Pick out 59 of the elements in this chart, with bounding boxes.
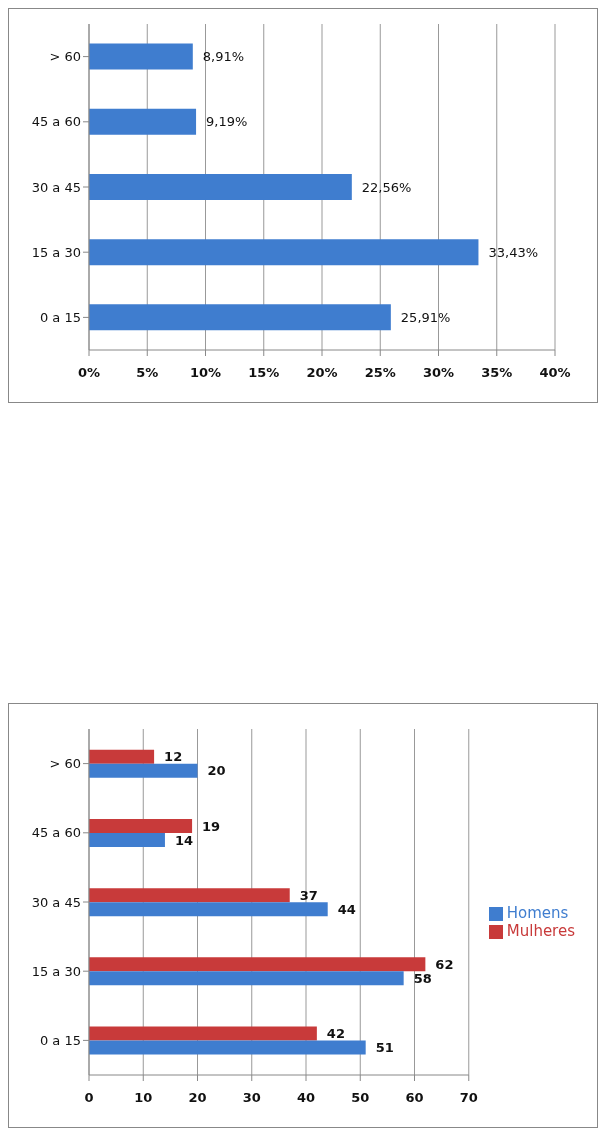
data-label: 33,43% [488,244,539,260]
bar [89,832,165,847]
y-tick-label: 30 a 45 [31,894,81,910]
x-tick-label: 40% [539,365,571,381]
bar [89,957,426,972]
y-tick-label: 15 a 30 [31,963,81,979]
bar [89,43,193,70]
bar [89,902,328,917]
y-tick-label: > 60 [49,49,81,65]
y-tick-label: 30 a 45 [31,179,81,195]
data-label: 51 [375,1040,394,1056]
data-label: 37 [299,887,318,903]
bar [89,818,193,833]
bar [89,971,404,986]
bar [89,304,391,331]
data-label: 19 [202,818,221,834]
bar [89,239,479,266]
bar [89,749,155,764]
data-label: 44 [337,901,356,917]
x-tick-label: 10% [189,365,222,381]
y-tick-label: > 60 [49,756,81,772]
data-label: 12 [164,749,183,765]
data-label: 14 [174,832,194,848]
x-tick-label: 5% [136,365,159,381]
data-label: 25,91% [400,309,451,325]
x-tick-label: 60 [405,1090,424,1106]
bar [89,1026,317,1041]
x-tick-label: 15% [248,365,280,381]
x-tick-label: 0% [77,365,101,381]
x-tick-label: 10 [134,1090,153,1106]
data-label: 58 [413,970,432,986]
x-tick-label: 40 [296,1090,316,1106]
y-tick-label: 15 a 30 [31,244,81,260]
x-tick-label: 25% [364,365,396,381]
data-label: 9,19% [206,114,248,130]
bar [89,888,290,903]
bar [89,763,198,778]
bar [89,1040,366,1055]
y-tick-label: 45 a 60 [31,114,81,130]
x-tick-label: 50 [351,1090,370,1106]
x-tick-label: 30 [242,1090,261,1106]
data-label: 62 [435,956,454,972]
x-tick-label: 35% [481,365,513,381]
x-tick-label: 30% [422,365,455,381]
bar [89,173,352,200]
y-tick-label: 45 a 60 [31,825,81,841]
y-tick-label: 0 a 15 [39,310,81,326]
data-label: 42 [326,1026,345,1042]
x-tick-label: 20 [188,1090,207,1106]
data-label: 20 [207,763,226,779]
legend-label: Homens [506,904,569,922]
legend-label: Mulheres [506,922,575,940]
y-tick-label: 0 a 15 [39,1033,81,1049]
data-label: 22,56% [361,179,412,195]
bar [89,108,197,135]
x-tick-label: 0 [84,1090,94,1106]
x-tick-label: 20% [306,365,338,381]
x-tick-label: 70 [459,1090,478,1106]
data-label: 8,91% [202,49,245,65]
